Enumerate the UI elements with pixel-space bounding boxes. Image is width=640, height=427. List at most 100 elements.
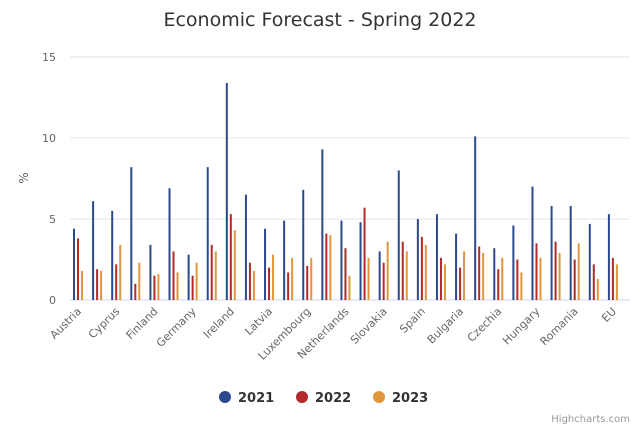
bar-2022[interactable] [611,257,614,300]
y-axis-label: % [17,172,31,183]
legend[interactable]: 2021 2022 2023 [219,391,428,406]
bar-2022[interactable] [478,246,481,300]
bar-2023[interactable] [386,241,389,300]
legend-marker [296,391,308,403]
bar-2023[interactable] [520,272,523,300]
bar-2021[interactable] [225,82,228,300]
bar-2021[interactable] [378,251,381,300]
bar-2021[interactable] [455,233,458,300]
bar-2022[interactable] [459,267,462,300]
bar-2023[interactable] [119,244,122,300]
bar-2021[interactable] [340,220,343,300]
x-tick-label: Germany [154,305,199,350]
bar-2021[interactable] [493,248,496,300]
bar-2021[interactable] [130,167,133,300]
bar-2021[interactable] [397,170,400,300]
bar-2022[interactable] [115,264,118,300]
bar-2021[interactable] [474,136,477,300]
bar-2023[interactable] [100,270,103,300]
x-tick-label: Czechia [465,305,505,345]
bar-2022[interactable] [363,207,366,300]
bar-2023[interactable] [157,274,160,300]
bar-2022[interactable] [535,243,538,300]
bar-2021[interactable] [435,214,438,300]
bar-2023[interactable] [195,262,198,300]
bar-2023[interactable] [424,244,427,300]
legend-item-2022[interactable]: 2022 [296,391,351,406]
bar-2022[interactable] [134,283,137,300]
bar-2023[interactable] [138,262,141,300]
bar-2021[interactable] [588,223,591,300]
bar-2023[interactable] [233,230,236,300]
bar-2022[interactable] [306,265,309,300]
bar-2023[interactable] [463,251,466,300]
legend-item-2023[interactable]: 2023 [373,391,428,406]
bar-2022[interactable] [573,259,576,301]
bar-2021[interactable] [73,228,75,300]
bar-2023[interactable] [81,270,83,300]
bar-2021[interactable] [283,220,286,300]
bar-2021[interactable] [149,244,152,300]
bar-2022[interactable] [516,259,519,301]
bar-2022[interactable] [172,251,175,300]
bar-2022[interactable] [229,214,232,300]
bar-2022[interactable] [344,248,347,300]
bar-2022[interactable] [248,262,251,300]
bar-2022[interactable] [325,233,328,300]
bar-2022[interactable] [153,275,156,300]
bar-2021[interactable] [531,186,534,300]
bar-2023[interactable] [482,253,485,300]
bar-2023[interactable] [310,257,313,300]
bar-2022[interactable] [210,244,213,300]
bar-2022[interactable] [420,236,423,300]
bar-2023[interactable] [214,251,217,300]
bar-2023[interactable] [539,257,542,300]
bar-2023[interactable] [577,243,580,300]
bar-2021[interactable] [92,201,95,300]
y-tick-label: 0 [49,294,56,307]
bar-2021[interactable] [244,194,247,300]
bar-2022[interactable] [497,269,500,300]
bar-2022[interactable] [191,275,194,300]
bar-2022[interactable] [268,267,271,300]
bar-2023[interactable] [501,257,504,300]
bar-2023[interactable] [443,264,446,300]
bar-2023[interactable] [252,270,255,300]
bar-2023[interactable] [176,272,179,300]
bar-2022[interactable] [439,257,442,300]
bar-2023[interactable] [291,257,294,300]
bar-2021[interactable] [264,228,267,300]
bar-2022[interactable] [554,241,557,300]
x-tick-label: Ireland [201,305,237,341]
x-tick-label: Spain [397,305,428,336]
bar-2023[interactable] [367,257,370,300]
bar-2023[interactable] [272,254,275,300]
bars [73,82,618,301]
bar-2023[interactable] [558,253,561,300]
bar-2022[interactable] [401,241,404,300]
bar-2021[interactable] [206,167,209,300]
bar-2021[interactable] [302,189,305,300]
bar-2021[interactable] [607,214,610,300]
bar-2022[interactable] [77,238,79,300]
bar-2021[interactable] [321,149,324,300]
bar-2023[interactable] [348,275,351,300]
bar-2021[interactable] [359,222,362,300]
bar-2023[interactable] [596,278,599,300]
legend-item-2021[interactable]: 2021 [219,391,274,406]
bar-2022[interactable] [592,264,595,300]
bar-2022[interactable] [382,262,385,300]
bar-2021[interactable] [111,210,114,300]
credit-link[interactable]: Highcharts.com [551,414,630,425]
bar-2023[interactable] [329,235,332,300]
bar-2021[interactable] [168,188,171,300]
bar-2021[interactable] [512,225,515,300]
bar-2021[interactable] [550,206,553,300]
bar-2022[interactable] [287,272,290,300]
bar-2021[interactable] [416,219,419,300]
bar-2022[interactable] [96,269,99,300]
bar-2023[interactable] [615,264,618,300]
bar-2021[interactable] [187,254,190,300]
bar-2023[interactable] [405,251,408,300]
bar-2021[interactable] [569,206,572,300]
